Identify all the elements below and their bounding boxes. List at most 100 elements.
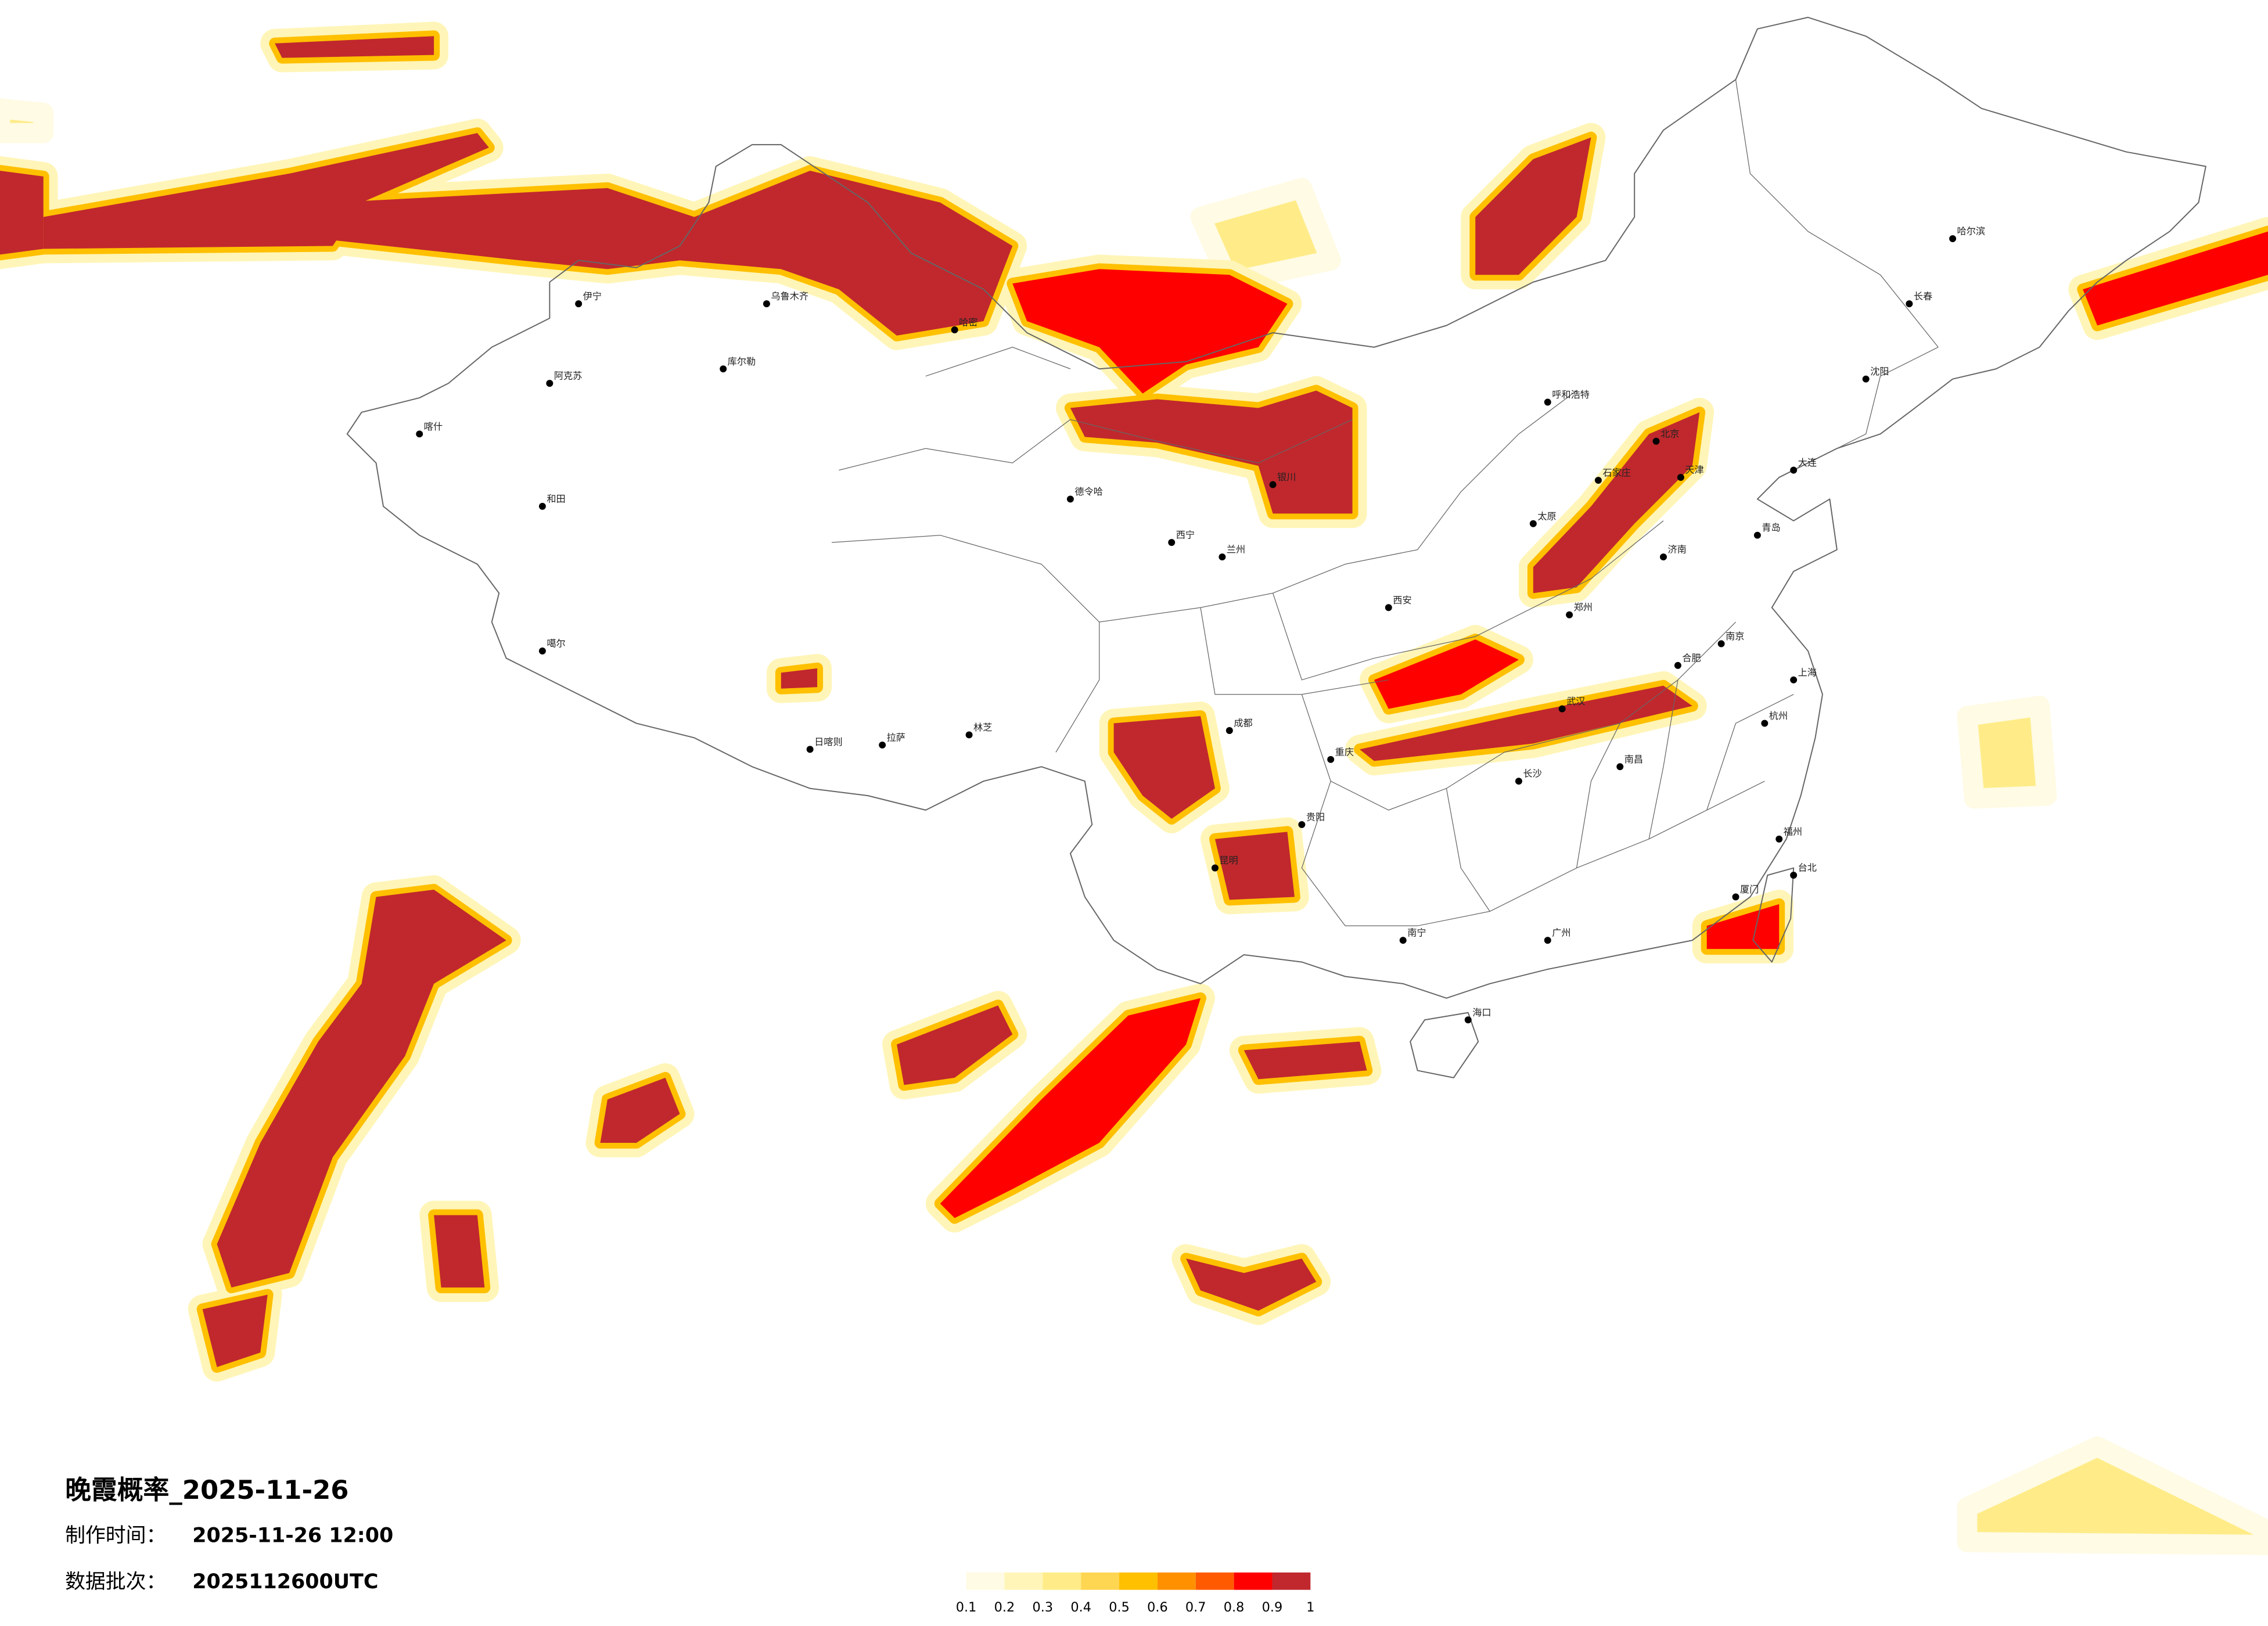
data-batch-value: 2025112600UTC xyxy=(192,1570,378,1593)
city-label: 沈阳 xyxy=(1870,366,1889,377)
high-probability-area xyxy=(781,668,818,689)
city-dot xyxy=(1327,756,1335,763)
city-dot xyxy=(1399,937,1407,944)
city-label: 阿克苏 xyxy=(554,370,583,382)
colorbar-tick-label: 0.9 xyxy=(1262,1600,1283,1615)
city-dot xyxy=(575,300,583,308)
city-dot xyxy=(965,731,973,739)
city-label: 济南 xyxy=(1667,544,1686,555)
city-label: 上海 xyxy=(1798,667,1817,678)
high-probability-area xyxy=(43,133,489,249)
city-dot xyxy=(1225,727,1233,734)
high-probability-area xyxy=(275,36,434,58)
high-probability-area xyxy=(1186,1258,1317,1311)
low-probability-area xyxy=(1957,696,2057,809)
low-probability-area xyxy=(1957,1436,2268,1555)
high-probability-area xyxy=(940,998,1201,1218)
city-dot xyxy=(763,300,770,308)
city-dot xyxy=(1732,893,1739,901)
high-probability-area xyxy=(0,170,44,255)
high-probability-area xyxy=(1475,137,1591,275)
colorbar-swatch xyxy=(1272,1572,1311,1590)
high-probability-area xyxy=(202,1294,268,1368)
city-label: 武汉 xyxy=(1566,696,1585,707)
colorbar-swatch xyxy=(1195,1572,1234,1590)
city-label: 成都 xyxy=(1234,718,1252,729)
city-label: 贵阳 xyxy=(1306,811,1325,822)
city-label: 海口 xyxy=(1472,1007,1491,1018)
city-dot xyxy=(1515,778,1522,785)
city-dot xyxy=(538,502,546,510)
colorbar-tick-label: 1 xyxy=(1306,1600,1314,1615)
city-label: 噶尔 xyxy=(547,638,565,649)
city-label: 南京 xyxy=(1726,631,1744,642)
city-label: 郑州 xyxy=(1574,602,1593,613)
city-dot xyxy=(879,741,886,749)
city-label: 合肥 xyxy=(1682,652,1701,663)
colorbar: 0.1 0.2 0.3 0.4 0.5 0.6 0.7 0.8 0.9 1 xyxy=(956,1572,1314,1615)
city-dot xyxy=(1761,720,1769,727)
low-probability-area xyxy=(0,98,54,143)
colorbar-swatch xyxy=(1119,1572,1158,1590)
city-dot xyxy=(1385,604,1392,611)
colorbar-tick-label: 0.6 xyxy=(1147,1600,1168,1615)
city-dot xyxy=(951,326,958,333)
production-time-value: 2025-11-26 12:00 xyxy=(192,1524,393,1548)
city-label: 广州 xyxy=(1552,927,1570,938)
city-label: 乌鲁木齐 xyxy=(771,291,808,302)
high-probability-area xyxy=(434,1215,485,1288)
city-dot xyxy=(1775,835,1783,843)
city-label: 石家庄 xyxy=(1602,467,1631,479)
city-label: 北京 xyxy=(1660,428,1679,439)
colorbar-tick-label: 0.4 xyxy=(1070,1600,1091,1615)
city-dot xyxy=(1790,466,1798,474)
city-dot xyxy=(1717,640,1725,647)
data-batch-label: 数据批次： xyxy=(65,1570,166,1593)
high-probability-area xyxy=(897,1005,1013,1085)
city-dot xyxy=(1168,539,1176,546)
city-label: 长春 xyxy=(1914,291,1932,302)
high-probability-area xyxy=(1113,716,1215,819)
city-label: 拉萨 xyxy=(887,732,905,743)
city-dot xyxy=(1594,477,1602,484)
city-label: 德令哈 xyxy=(1074,486,1103,497)
city-dot xyxy=(1660,553,1667,561)
colorbar-swatch xyxy=(1157,1572,1196,1590)
city-label: 厦门 xyxy=(1740,884,1759,895)
city-label: 伊宁 xyxy=(583,291,602,302)
colorbar-swatch xyxy=(1004,1572,1043,1590)
city-dot xyxy=(416,430,423,438)
city-label: 台北 xyxy=(1798,862,1817,873)
city-dot xyxy=(1066,495,1074,503)
city-label: 昆明 xyxy=(1219,855,1238,866)
city-dot xyxy=(1464,1016,1472,1024)
colorbar-tick-label: 0.1 xyxy=(956,1600,977,1615)
city-dot xyxy=(1211,864,1219,872)
city-label: 福州 xyxy=(1784,826,1802,837)
city-dot xyxy=(538,647,546,654)
country-border xyxy=(346,16,2206,999)
city-dot xyxy=(1558,705,1566,713)
high-probability-area xyxy=(1706,904,1780,949)
map-title: 晚霞概率_2025-11-26 xyxy=(65,1474,348,1505)
city-label: 哈尔滨 xyxy=(1957,226,1986,237)
city-dot xyxy=(1298,821,1306,828)
city-dot xyxy=(1753,531,1761,539)
city-label: 南宁 xyxy=(1407,927,1426,938)
city-dot xyxy=(720,365,727,373)
city-dot xyxy=(1790,676,1798,684)
city-label: 西宁 xyxy=(1176,530,1195,541)
high-probability-area xyxy=(1070,390,1353,514)
high-probability-area xyxy=(332,170,1013,336)
city-label: 南昌 xyxy=(1624,754,1643,765)
city-dot xyxy=(1544,937,1551,944)
colorbar-tick-label: 0.5 xyxy=(1109,1600,1130,1615)
city-label: 大连 xyxy=(1798,457,1817,468)
city-label: 天津 xyxy=(1685,465,1703,476)
city-dot xyxy=(1906,300,1913,308)
city-label: 日喀则 xyxy=(814,736,843,747)
city-label: 喀什 xyxy=(424,421,443,432)
city-label: 呼和浩特 xyxy=(1552,389,1590,400)
